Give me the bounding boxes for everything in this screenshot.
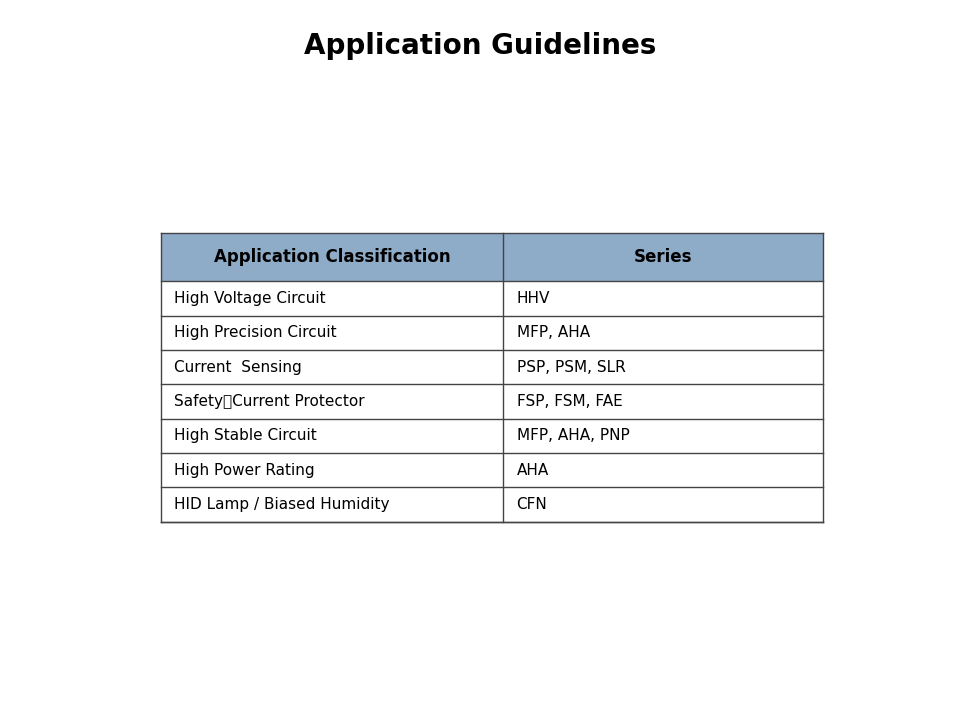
Text: MFP, AHA: MFP, AHA: [516, 325, 589, 341]
Text: FSP, FSM, FAE: FSP, FSM, FAE: [516, 394, 622, 409]
Text: Safety／Current Protector: Safety／Current Protector: [175, 394, 365, 409]
Bar: [161, 233, 823, 282]
Bar: [161, 350, 823, 384]
Text: MFP, AHA, PNP: MFP, AHA, PNP: [516, 428, 630, 444]
Text: Application Guidelines: Application Guidelines: [303, 32, 657, 60]
Bar: [161, 453, 823, 487]
Text: High Power Rating: High Power Rating: [175, 463, 315, 477]
Bar: [161, 282, 823, 315]
Text: PSP, PSM, SLR: PSP, PSM, SLR: [516, 360, 625, 374]
Text: Series: Series: [634, 248, 692, 266]
Text: AHA: AHA: [516, 463, 549, 477]
Text: Application Classification: Application Classification: [214, 248, 450, 266]
Text: HID Lamp / Biased Humidity: HID Lamp / Biased Humidity: [175, 497, 390, 512]
Text: CFN: CFN: [516, 497, 547, 512]
Text: HHV: HHV: [516, 291, 550, 306]
Bar: [161, 315, 823, 350]
Text: Current  Sensing: Current Sensing: [175, 360, 302, 374]
Text: High Voltage Circuit: High Voltage Circuit: [175, 291, 326, 306]
Bar: [161, 487, 823, 521]
Text: High Precision Circuit: High Precision Circuit: [175, 325, 337, 341]
Text: High Stable Circuit: High Stable Circuit: [175, 428, 317, 444]
Bar: [161, 384, 823, 418]
Bar: [161, 418, 823, 453]
